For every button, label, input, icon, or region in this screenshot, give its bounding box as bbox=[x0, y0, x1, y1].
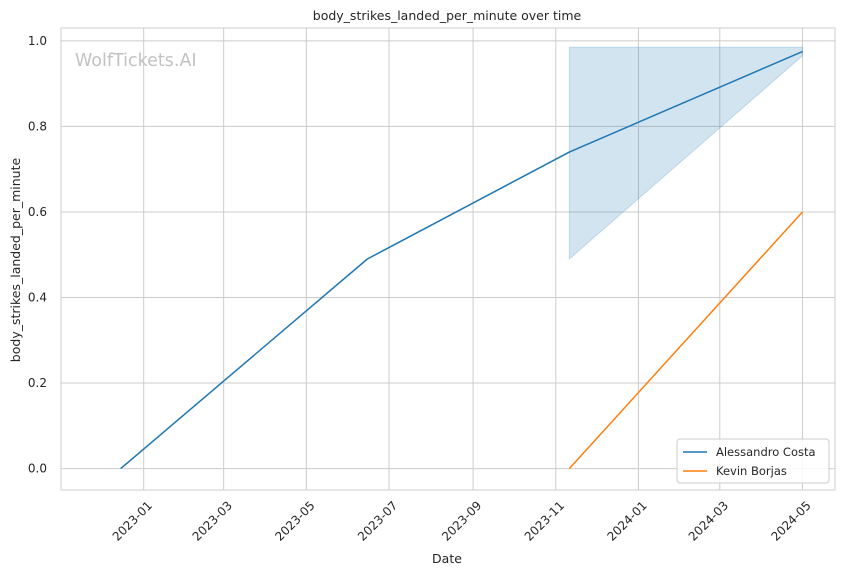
y-tick-label: 1.0 bbox=[28, 34, 47, 48]
y-tick-label: 0.0 bbox=[28, 462, 47, 476]
y-tick-label: 0.4 bbox=[28, 291, 47, 305]
series-line-alessandro-costa bbox=[120, 50, 803, 470]
plot-frame bbox=[60, 27, 836, 491]
y-axis-label: body_strikes_landed_per_minute bbox=[8, 157, 23, 362]
y-tick-label: 0.6 bbox=[28, 205, 47, 219]
x-axis-label: Date bbox=[432, 551, 462, 566]
confidence-band-alessandro-costa bbox=[568, 46, 803, 261]
chart-title: body_strikes_landed_per_minute over time bbox=[313, 8, 582, 23]
confidence-bands bbox=[568, 46, 803, 261]
series-lines bbox=[120, 50, 804, 470]
y-tick-labels: 0.0 0.2 0.4 0.6 0.8 1.0 bbox=[28, 34, 47, 476]
legend-label-alessandro-costa: Alessandro Costa bbox=[716, 445, 816, 459]
watermark: WolfTickets.AI bbox=[75, 51, 197, 71]
y-tick-label: 0.2 bbox=[28, 376, 47, 390]
series-line-kevin-borjas bbox=[568, 211, 804, 470]
legend-label-kevin-borjas: Kevin Borjas bbox=[716, 464, 787, 478]
legend-box bbox=[676, 438, 830, 484]
legend: Alessandro Costa Kevin Borjas bbox=[676, 438, 830, 484]
y-tick-label: 0.8 bbox=[28, 119, 47, 133]
